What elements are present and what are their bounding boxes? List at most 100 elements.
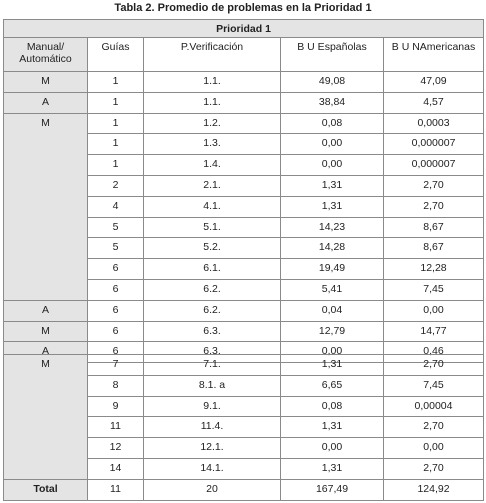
column-header: Guías <box>87 37 144 72</box>
table-row: 11 11.4. 1,31 2,70 <box>4 416 484 439</box>
cell: 6.1. <box>143 258 281 280</box>
cell: 14.1. <box>143 457 281 480</box>
table-row: 6 6.1. 19,49 12,28 <box>4 258 485 280</box>
cell: 0,08 <box>280 395 384 418</box>
cell: 0,00 <box>383 437 484 459</box>
cell: 1,31 <box>280 195 384 218</box>
cell: 14,28 <box>280 237 384 260</box>
total-label: Total <box>3 478 88 501</box>
cell: 0,000007 <box>382 133 485 156</box>
cell: 7 <box>87 354 144 376</box>
table-row: 1 1.4. 0,00 0,000007 <box>4 154 485 176</box>
table-row: M 1 1.1. 49,08 47,09 <box>3 71 485 93</box>
table-row: M 7 7.1. 1,31 2,70 <box>3 354 484 480</box>
cell: 0,00004 <box>383 395 484 418</box>
row-group-cell: M <box>3 112 88 301</box>
cell: 8,67 <box>382 216 485 239</box>
row-group-cell: M <box>3 71 88 93</box>
column-header: P.Verificación <box>143 37 281 72</box>
cell: 0,0003 <box>382 112 485 135</box>
column-header: B U NAmericanas <box>382 37 485 72</box>
cell: 14 <box>87 457 144 480</box>
cell: 1.1. <box>143 91 281 114</box>
cell: 0,00 <box>280 437 384 459</box>
cell: 6 <box>87 320 144 343</box>
column-header: B U Españolas <box>280 37 384 72</box>
cell: 0,00 <box>280 133 384 156</box>
cell: 0,00 <box>280 154 384 176</box>
total-cell: 167,49 <box>280 478 384 501</box>
cell: 5.1. <box>143 216 281 239</box>
cell: 1.3. <box>143 133 281 156</box>
cell: 1 <box>87 91 144 114</box>
cell: 1,31 <box>280 457 384 480</box>
cell: 6.2. <box>143 278 281 301</box>
cell: 2,70 <box>383 354 484 376</box>
table-row: A 6 6.2. 0,04 0,00 <box>3 299 485 322</box>
cell: 1 <box>87 112 144 135</box>
table-row: M 1 1.2. 0,08 0,0003 <box>3 112 485 301</box>
cell: 12.1. <box>143 437 281 459</box>
cell: 12,79 <box>280 320 384 343</box>
cell: 1 <box>87 154 144 176</box>
table-row: 5 5.2. 14,28 8,67 <box>4 237 485 260</box>
table-row: M 6 6.3. 12,79 14,77 <box>3 320 485 343</box>
cell: 1,31 <box>280 354 384 376</box>
cell: 38,84 <box>280 91 384 114</box>
cell: 2 <box>87 174 144 197</box>
cell: 6 <box>87 299 144 322</box>
cell: 2,70 <box>383 457 484 480</box>
cell: 2,70 <box>383 416 484 439</box>
cell: 7,45 <box>382 278 485 301</box>
cell: 2.1. <box>143 174 281 197</box>
group-header: Prioridad 1 <box>2 19 485 38</box>
cell: 2,70 <box>382 174 485 197</box>
cell: 6 <box>87 258 144 280</box>
cell: 49,08 <box>280 71 384 93</box>
cell: 4.1. <box>143 195 281 218</box>
cell: 0,00 <box>382 299 485 322</box>
cell: 9 <box>87 395 144 418</box>
table-block-1: Prioridad 1 Manual/ Automático Guías P.Veri… <box>2 19 485 364</box>
cell: 14,77 <box>382 320 485 343</box>
row-group-cell: A <box>3 299 88 322</box>
table-row: 8 8.1. a 6,65 7,45 <box>4 374 484 397</box>
total-cell: 20 <box>143 478 281 501</box>
cell: 6.2. <box>143 299 281 322</box>
cell: 6 <box>87 278 144 301</box>
table-row: 12 12.1. 0,00 0,00 <box>4 437 484 459</box>
cell: 5 <box>87 216 144 239</box>
cell: 1.2. <box>143 112 281 135</box>
table-row: A 1 1.1. 38,84 4,57 <box>3 91 485 114</box>
cell: 1,31 <box>280 174 384 197</box>
cell: 8,67 <box>382 237 485 260</box>
cell: 11.4. <box>143 416 281 439</box>
cell: 1,31 <box>280 416 384 439</box>
cell: 11 <box>87 416 144 439</box>
cell: 4 <box>87 195 144 218</box>
cell: 0,000007 <box>382 154 485 176</box>
column-header: Manual/ Automático <box>3 37 88 72</box>
table-title: Tabla 2. Promedio de problemas en la Pri… <box>114 2 372 14</box>
row-group-cell: A <box>3 91 88 114</box>
table-row: 9 9.1. 0,08 0,00004 <box>4 395 484 418</box>
row-group-cell: M <box>3 354 88 480</box>
cell: 14,23 <box>280 216 384 239</box>
cell: 7,45 <box>383 374 484 397</box>
cell: 12,28 <box>382 258 485 280</box>
cell: 0,04 <box>280 299 384 322</box>
cell: 5.2. <box>143 237 281 260</box>
group-header-row: Prioridad 1 <box>2 19 485 38</box>
cell: 1.1. <box>143 71 281 93</box>
table-row: 6 6.2. 5,41 7,45 <box>4 278 485 301</box>
cell: 5 <box>87 237 144 260</box>
cell: 8.1. a <box>143 374 281 397</box>
cell: 19,49 <box>280 258 384 280</box>
total-cell: 11 <box>87 478 144 501</box>
total-cell: 124,92 <box>383 478 484 501</box>
cell: 6,65 <box>280 374 384 397</box>
cell: 9.1. <box>143 395 281 418</box>
column-header-row: Manual/ Automático Guías P.Verificación B U… <box>3 37 485 72</box>
cell: 12 <box>87 437 144 459</box>
